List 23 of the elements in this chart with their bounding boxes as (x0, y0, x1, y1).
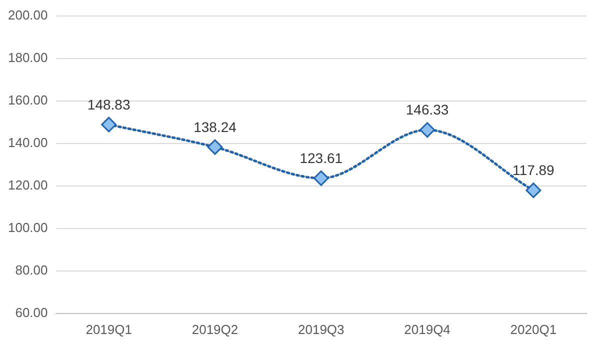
y-tick-label: 60.00 (15, 304, 48, 320)
data-label: 138.24 (194, 118, 237, 135)
data-label: 117.89 (512, 162, 555, 178)
y-tick-label: 160.00 (8, 92, 48, 108)
y-tick-label: 80.00 (15, 262, 48, 278)
data-label: 148.83 (87, 96, 130, 112)
x-tick-label: 2019Q3 (298, 322, 344, 337)
data-label: 123.61 (300, 150, 343, 166)
y-tick-label: 200.00 (8, 7, 48, 22)
x-tick-label: 2019Q2 (192, 322, 238, 337)
y-tick-label: 140.00 (8, 134, 48, 150)
point (420, 122, 436, 138)
point (101, 116, 117, 132)
x-tick-label: 2019Q4 (404, 322, 450, 337)
point (207, 139, 223, 155)
point (313, 170, 329, 186)
x-tick-label: 2020Q1 (510, 322, 557, 337)
data-label: 146.33 (406, 102, 449, 118)
point (526, 182, 542, 198)
y-tick-label: 100.00 (8, 220, 48, 235)
y-tick-label: 180.00 (8, 50, 48, 65)
x-tick-label: 2019Q1 (86, 322, 132, 337)
y-tick-label: 120.00 (8, 177, 48, 192)
